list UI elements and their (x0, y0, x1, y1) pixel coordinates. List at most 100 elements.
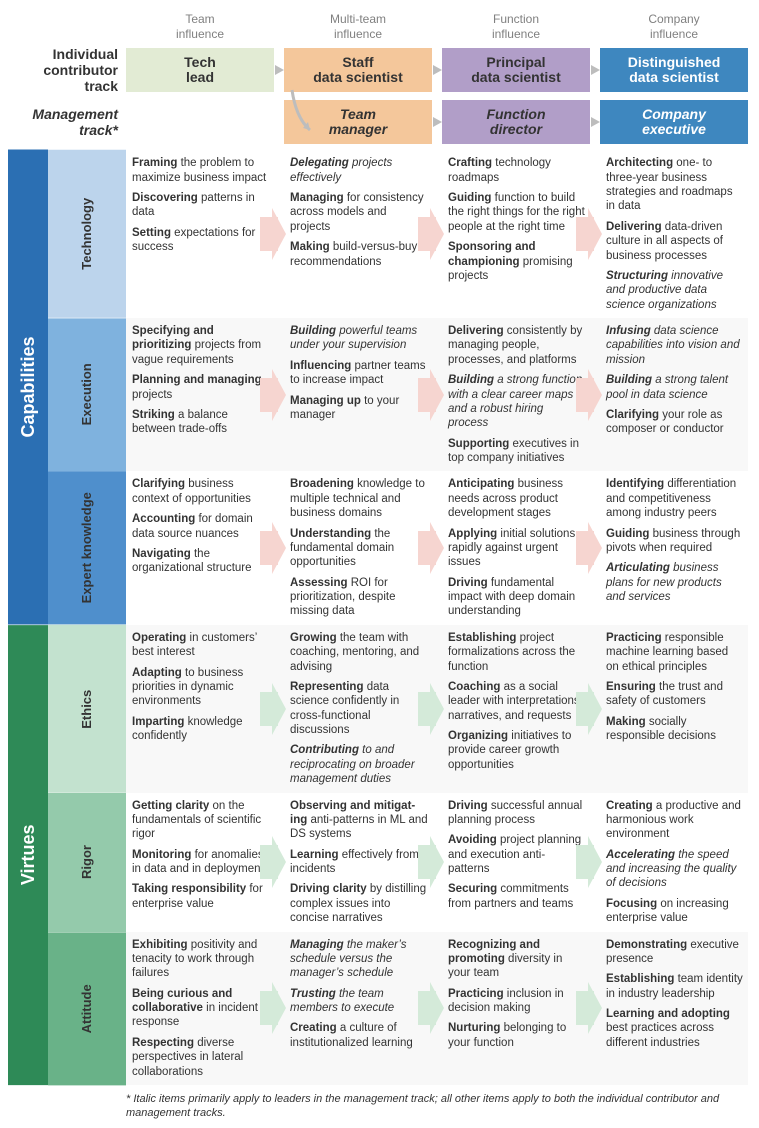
capability-cell: Specifying and prioritizing projects fro… (126, 318, 274, 471)
role-box-mgmt: Functiondirector (442, 100, 590, 144)
capability-item: Contributing to and reciprocating on bro… (290, 743, 428, 786)
capability-item: Crafting technology roadmaps (448, 156, 586, 185)
capability-item: Infusing data science capabilities into … (606, 324, 744, 367)
capability-cell: Delegating projects effectivelyManaging … (284, 150, 432, 318)
progression-arrow (590, 793, 600, 932)
capability-item: Managing up to your manager (290, 394, 428, 423)
capability-item: Establishing team identity in industry l… (606, 972, 744, 1001)
capability-cell: Crafting technology roadmaps Guiding func… (442, 150, 590, 318)
ic-track-label: Individualcontributortrack (8, 46, 126, 94)
mgmt-track-label: Managementtrack* (8, 106, 126, 138)
capability-cell: Establishing project formalizations acro… (442, 625, 590, 793)
capability-item: Getting clarity on the fundamentals of s… (132, 799, 270, 842)
capability-item: Adapting to business priorities in dynam… (132, 666, 270, 709)
progression-arrow (590, 932, 600, 1085)
role-box: Techlead (126, 48, 274, 92)
progression-arrow (590, 625, 600, 793)
capability-item: Articulating business plans for new prod… (606, 561, 744, 604)
influence-header: Teaminfluence (126, 12, 274, 46)
capability-item: Making build-versus-buy recommendations (290, 240, 428, 269)
capability-item: Navigating the organizational structure (132, 547, 270, 576)
small-arrow (590, 117, 600, 127)
progression-arrow (274, 471, 284, 624)
small-arrow (432, 117, 442, 127)
capability-item: Broadening knowledge to multiple technic… (290, 477, 428, 520)
capability-item: Being curious and collaborative in incid… (132, 987, 270, 1030)
zone-band: Capabilities (8, 150, 48, 625)
progression-arrow (274, 625, 284, 793)
capability-item: Setting expectations for success (132, 226, 270, 255)
influence-header: Multi-teaminfluence (284, 12, 432, 46)
capability-item: Managing the maker’s schedule versus the… (290, 938, 428, 981)
capability-item: Nurturing belonging to your function (448, 1021, 586, 1050)
capability-cell: Architecting one- to three-year business… (600, 150, 748, 318)
capability-cell: Clarifying business context of opportuni… (126, 471, 274, 624)
capability-item: Clarifying your role as composer or cond… (606, 408, 744, 437)
sub-band: Rigor (48, 793, 126, 932)
capability-cell: Getting clarity on the fundamentals of s… (126, 793, 274, 932)
progression-arrow (432, 625, 442, 793)
role-box-mgmt: Companyexecutive (600, 100, 748, 144)
capability-item: Delivering consistently by managing peop… (448, 324, 586, 367)
capability-grid: CapabilitiesTechnologyFraming the proble… (8, 150, 751, 1085)
progression-arrow (432, 318, 442, 471)
capability-item: Focusing on increasing enterprise value (606, 897, 744, 926)
capability-item: Guiding function to build the right thin… (448, 191, 586, 234)
capability-cell: Broadening knowledge to multiple technic… (284, 471, 432, 624)
capability-cell: Anticipating business needs across produ… (442, 471, 590, 624)
progression-arrow (432, 932, 442, 1085)
capability-item: Monitoring for anomalies in data and in … (132, 848, 270, 877)
role-box: Staffdata scientist (284, 48, 432, 92)
capability-item: Driving fundamental impact with deep dom… (448, 576, 586, 619)
capability-item: Representing data science confidently in… (290, 680, 428, 738)
capability-item: Learning and adopting best practices acr… (606, 1007, 744, 1050)
capability-item: Practicing inclusion in decision making (448, 987, 586, 1016)
capability-cell: Recognizing and promoting diversity in y… (442, 932, 590, 1085)
capability-item: Planning and managing projects (132, 373, 270, 402)
capability-item: Creating a productive and harmonious wor… (606, 799, 744, 842)
capability-item: Delivering data-driven culture in all as… (606, 220, 744, 263)
footnote: * Italic items primarily apply to leader… (8, 1093, 751, 1121)
capability-item: Accelerating the speed and increasing th… (606, 848, 744, 891)
capability-item: Imparting knowledge confidently (132, 715, 270, 744)
capability-item: Managing for consistency across models a… (290, 191, 428, 234)
capability-cell: Managing the maker’s schedule versus the… (284, 932, 432, 1085)
capability-item: Structuring innovative and productive da… (606, 269, 744, 312)
progression-arrow (590, 318, 600, 471)
small-arrow (590, 65, 600, 75)
capability-cell: Driving successful annual planning proce… (442, 793, 590, 932)
sub-band: Attitude (48, 932, 126, 1085)
capability-item: Guiding business through pivots when req… (606, 527, 744, 556)
progression-arrow (274, 318, 284, 471)
progression-arrow (274, 793, 284, 932)
capability-item: Discovering patterns in data (132, 191, 270, 220)
capability-item: Specifying and prioritizing projects fro… (132, 324, 270, 367)
progression-arrow (432, 150, 442, 318)
influence-header-row: Teaminfluence Multi-teaminfluence Function… (8, 12, 751, 46)
progression-arrow (432, 471, 442, 624)
capability-cell: Delivering consistently by managing peop… (442, 318, 590, 471)
capability-item: Building a strong talent pool in data sc… (606, 373, 744, 402)
capability-item: Creating a culture of institutionalized … (290, 1021, 428, 1050)
capability-item: Architecting one- to three-year business… (606, 156, 744, 214)
sub-band: Ethics (48, 625, 126, 793)
capability-item: Making socially responsible decisions (606, 715, 744, 744)
capability-cell: Practicing responsible machine learning … (600, 625, 748, 793)
influence-header: Functioninfluence (442, 12, 590, 46)
capability-item: Supporting executives in top company ini… (448, 437, 586, 466)
role-box: Distinguisheddata scientist (600, 48, 748, 92)
capability-item: Building a strong function with a clear … (448, 373, 586, 431)
capability-cell: Building powerful teams under your super… (284, 318, 432, 471)
progression-arrow (590, 471, 600, 624)
capability-item: Demonstrating executive presence (606, 938, 744, 967)
zone-band: Virtues (8, 625, 48, 1085)
capability-cell: Identifying differentiation and competit… (600, 471, 748, 624)
capability-item: Influencing partner teams to increase im… (290, 359, 428, 388)
sub-band: Expert knowledge (48, 471, 126, 624)
capability-item: Driving successful annual planning proce… (448, 799, 586, 828)
capability-item: Ensuring the trust and safety of custome… (606, 680, 744, 709)
capability-item: Framing the problem to maximize business… (132, 156, 270, 185)
capability-item: Identifying differentiation and competit… (606, 477, 744, 520)
capability-cell: Observing and mitigat-ing anti-patterns … (284, 793, 432, 932)
capability-item: Anticipating business needs across produ… (448, 477, 586, 520)
